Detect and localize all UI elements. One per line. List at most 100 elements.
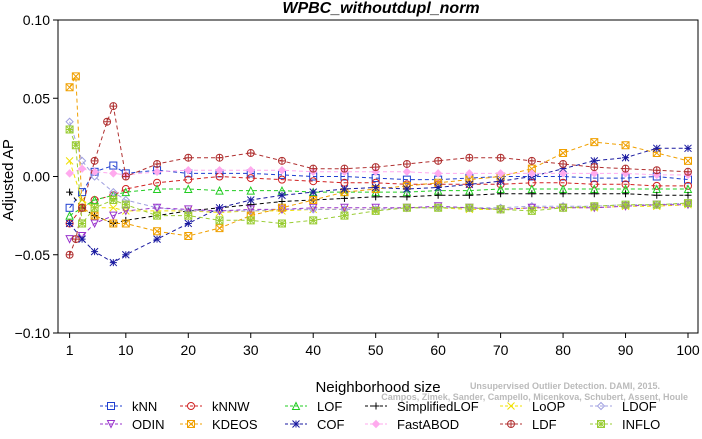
x-tick-label: 50: [368, 342, 384, 358]
data-point-ldf: [621, 164, 630, 173]
data-point-odin: [183, 205, 193, 214]
data-point-lof: [152, 184, 162, 194]
legend-label: kNNW: [212, 399, 250, 414]
data-point-inflo: [559, 203, 568, 212]
data-point-loop: [65, 156, 74, 165]
data-point-odin: [246, 205, 256, 214]
data-point-ldf: [590, 163, 599, 172]
legend-marker-lof: [291, 401, 301, 410]
legend-item-ldf: LDF: [500, 417, 557, 432]
legend-marker-ldof: [596, 401, 606, 411]
data-point-inflo: [109, 195, 118, 204]
legend: kNN kNNW LOF SimplifiedLOF LoOP LDOF ODIN KDEOS…: [100, 399, 660, 432]
data-point-kdeos: [277, 203, 286, 212]
data-point-kdeos: [109, 219, 118, 228]
data-point-kdeos: [559, 149, 568, 158]
series-line-knn: [69, 164, 689, 209]
data-point-simplifiedlof: [590, 190, 598, 198]
data-point-fastabod: [152, 167, 162, 177]
data-point-fastabod: [277, 166, 287, 175]
data-point-ldf: [90, 156, 99, 165]
legend-marker-loop: [507, 402, 515, 410]
data-point-ldof: [65, 117, 74, 126]
y-tick-label: −0.05: [15, 247, 51, 263]
data-point-kdeos: [684, 156, 692, 165]
x-tick-label: 40: [305, 342, 321, 358]
data-point-inflo: [527, 206, 536, 215]
data-point-fastabod: [402, 167, 412, 177]
data-point-lof: [90, 195, 99, 204]
data-point-ldf: [402, 159, 411, 168]
data-point-inflo: [121, 200, 130, 209]
legend-item-kdeos: KDEOS: [180, 417, 258, 432]
y-tick-label: 0.10: [23, 12, 50, 28]
data-point-fastabod: [77, 164, 87, 173]
legend-marker-ldf: [507, 420, 516, 428]
legend-label: LDF: [532, 417, 557, 432]
legend-marker-simplifiedlof: [372, 402, 380, 410]
data-point-cof: [371, 183, 380, 192]
data-point-simplifiedlof: [653, 191, 661, 199]
data-point-simplifiedlof: [622, 190, 630, 198]
data-point-inflo: [684, 199, 692, 208]
data-point-ldf: [652, 166, 661, 175]
legend-marker-kdeos: [187, 420, 195, 428]
data-point-inflo: [277, 219, 286, 228]
data-point-simplifiedlof: [559, 190, 567, 198]
legend-label: COF: [317, 417, 345, 432]
data-point-fastabod: [184, 166, 193, 175]
data-point-ldf: [496, 153, 505, 162]
data-point-ldf: [65, 250, 74, 259]
data-point-cof: [559, 164, 567, 173]
data-point-kdeos: [153, 227, 162, 236]
data-point-kdeos: [527, 164, 536, 173]
data-point-inflo: [184, 211, 193, 220]
data-point-ldf: [153, 159, 162, 168]
data-point-ldf: [340, 164, 349, 173]
data-point-kdeos: [121, 219, 130, 228]
data-point-inflo: [652, 200, 661, 209]
data-point-ldf: [184, 153, 193, 162]
data-point-odin: [109, 211, 118, 221]
data-point-cof: [340, 185, 349, 193]
data-point-cof: [496, 177, 505, 186]
data-point-kdeos: [215, 224, 224, 233]
data-point-cof: [90, 247, 99, 256]
data-point-inflo: [71, 141, 80, 150]
data-point-simplifiedlof: [465, 191, 473, 199]
legend-label: ODIN: [132, 417, 165, 432]
data-point-inflo: [90, 203, 99, 212]
data-point-fastabod: [215, 166, 224, 175]
data-point-knnw: [652, 181, 661, 190]
watermark-authors: Campos, Zimek, Sander, Campello, Micenko…: [381, 392, 688, 402]
plot-area: 0.10 0.05 0.00 −0.05 −0.10 1 10 20 30 40 50 60 70 80 9…: [15, 12, 700, 358]
watermark-citation: Unsupervised Outlier Detection. DAMI, 20…: [470, 381, 660, 391]
legend-label: LoOP: [532, 399, 565, 414]
data-point-inflo: [621, 200, 630, 209]
data-point-knnw: [246, 174, 255, 183]
data-point-kdeos: [621, 141, 630, 150]
series-line-odin: [69, 204, 688, 240]
x-tick-label: 70: [493, 342, 509, 358]
series-inflo: [65, 125, 692, 228]
x-tick-label: 30: [243, 342, 259, 358]
series-cof: [65, 144, 692, 267]
series-ldf: [65, 102, 693, 259]
data-point-ldf: [121, 172, 130, 181]
x-tick-label: 80: [555, 342, 571, 358]
data-point-knnw: [277, 175, 286, 184]
data-point-odin: [308, 203, 318, 213]
y-tick-label: 0.00: [23, 169, 50, 185]
data-point-fastabod: [65, 169, 74, 178]
legend-marker-fastabod: [371, 419, 381, 429]
data-point-fastabod: [465, 169, 474, 178]
data-point-inflo: [371, 206, 380, 215]
data-point-ldf: [684, 167, 693, 176]
data-point-simplifiedlof: [66, 188, 74, 196]
legend-item-inflo: INFLO: [590, 417, 660, 432]
data-point-inflo: [402, 203, 411, 212]
data-point-inflo: [465, 203, 474, 212]
series-fastabod: [65, 164, 693, 180]
data-point-inflo: [434, 203, 443, 212]
